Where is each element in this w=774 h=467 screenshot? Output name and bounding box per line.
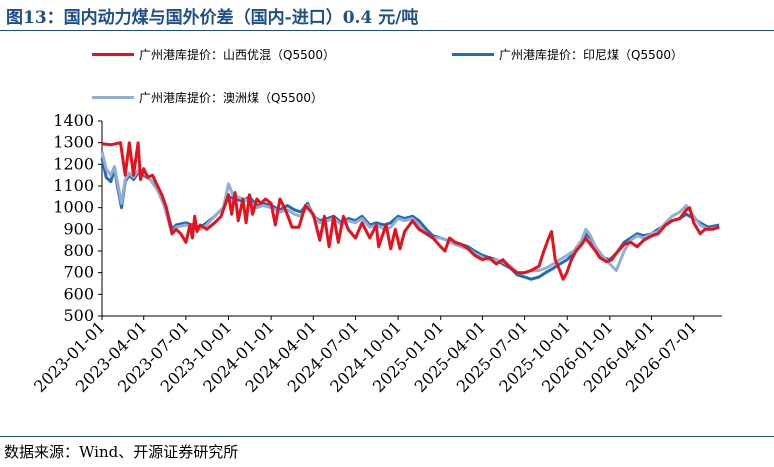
legend-label-shanxi: 广州港库提价：山西优混（Q5500） <box>139 48 335 62</box>
y-tick-label: 700 <box>63 263 94 282</box>
series-line-australia <box>100 150 720 275</box>
legend-item-australia: 广州港库提价：澳洲煤（Q5500） <box>92 89 323 106</box>
legend-item-indonesia: 广州港库提价：印尼煤（Q5500） <box>452 46 683 63</box>
source-note: 数据来源：Wind、开源证券研究所 <box>4 443 239 461</box>
y-tick-label: 1000 <box>53 198 94 217</box>
y-tick-label: 800 <box>63 241 94 260</box>
legend-swatch-indonesia <box>452 53 494 56</box>
legend-label-indonesia: 广州港库提价：印尼煤（Q5500） <box>499 48 683 62</box>
y-tick-label: 500 <box>63 306 94 325</box>
bottom-divider <box>0 436 774 437</box>
y-tick-label: 900 <box>63 219 94 238</box>
legend-swatch-australia <box>92 96 134 99</box>
series-line-shanxi <box>101 141 720 281</box>
y-tick-label: 600 <box>63 284 94 303</box>
legend-item-shanxi: 广州港库提价：山西优混（Q5500） <box>92 46 335 63</box>
y-tick-label: 1100 <box>53 176 94 195</box>
top-divider <box>0 30 774 31</box>
y-tick-label: 1200 <box>53 154 94 173</box>
y-tick-label: 1300 <box>53 133 94 152</box>
chart-title: 图13：国内动力煤与国外价差（国内-进口）0.4 元/吨 <box>6 8 419 28</box>
legend-swatch-shanxi <box>92 53 134 56</box>
y-tick-label: 1400 <box>53 111 94 130</box>
legend-label-australia: 广州港库提价：澳洲煤（Q5500） <box>139 91 323 105</box>
